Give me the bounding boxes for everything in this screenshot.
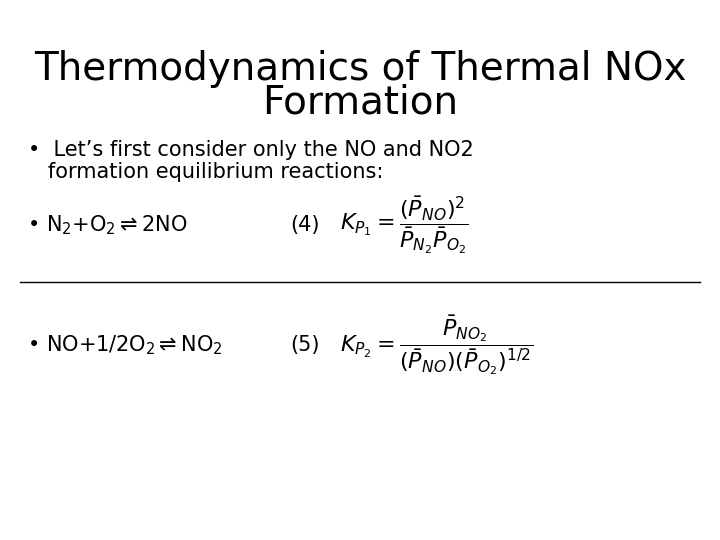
Text: •: •	[28, 215, 40, 235]
Text: Thermodynamics of Thermal NOx: Thermodynamics of Thermal NOx	[34, 50, 686, 88]
Text: •: •	[28, 335, 40, 355]
Text: $K_{P_1} = \dfrac{(\bar{P}_{NO})^2}{\bar{P}_{N_2}\bar{P}_{O_2}}$: $K_{P_1} = \dfrac{(\bar{P}_{NO})^2}{\bar…	[340, 194, 468, 256]
Text: (4): (4)	[290, 215, 320, 235]
Text: $K_{P_2} = \dfrac{\bar{P}_{NO_2}}{(\bar{P}_{NO})(\bar{P}_{O_2})^{1/2}}$: $K_{P_2} = \dfrac{\bar{P}_{NO_2}}{(\bar{…	[340, 313, 534, 377]
Text: (5): (5)	[290, 335, 320, 355]
Text: $\mathrm{NO{+}1/2O_2{\rightleftharpoons}NO_2}$: $\mathrm{NO{+}1/2O_2{\rightleftharpoons}…	[46, 333, 222, 357]
Text: Formation: Formation	[262, 84, 458, 122]
Text: formation equilibrium reactions:: formation equilibrium reactions:	[28, 162, 383, 182]
Text: $\mathrm{N_2{+}O_2{\rightleftharpoons}2NO}$: $\mathrm{N_2{+}O_2{\rightleftharpoons}2N…	[46, 213, 187, 237]
Text: •  Let’s first consider only the NO and NO2: • Let’s first consider only the NO and N…	[28, 140, 474, 160]
